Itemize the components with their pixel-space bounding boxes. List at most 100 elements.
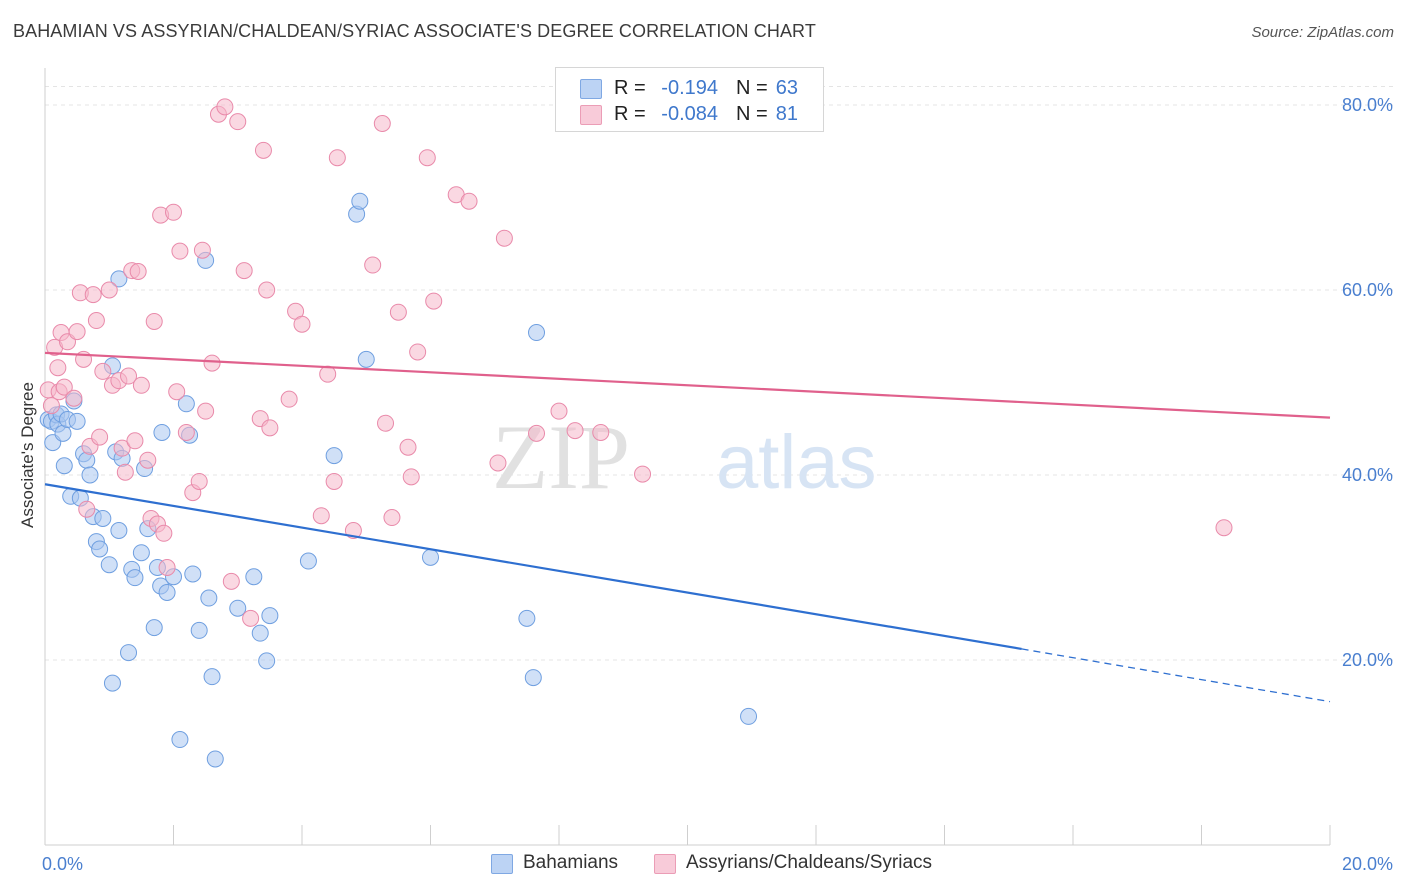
assyrian-point bbox=[113, 439, 131, 457]
assyrian-point bbox=[373, 115, 391, 132]
assyrian-point bbox=[229, 113, 247, 131]
assyrian-point bbox=[364, 256, 382, 274]
assyrian-point bbox=[389, 303, 407, 321]
bahamian-point bbox=[245, 568, 263, 586]
assyrian-point bbox=[460, 192, 478, 210]
legend-n-value: 81 bbox=[775, 103, 798, 125]
bahamian-point bbox=[177, 395, 195, 413]
assyrian-point bbox=[566, 422, 584, 440]
bahamian-point bbox=[524, 669, 542, 687]
legend-r-value: -0.084 bbox=[661, 103, 718, 125]
watermark-zip: ZIP bbox=[492, 406, 630, 508]
chart-title: BAHAMIAN VS ASSYRIAN/CHALDEAN/SYRIAC ASS… bbox=[13, 21, 816, 41]
bahamian-point bbox=[110, 522, 128, 539]
assyrian-point bbox=[254, 141, 272, 159]
assyrian-point bbox=[203, 354, 221, 372]
assyrian-point bbox=[165, 203, 182, 221]
assyrian-point bbox=[261, 419, 279, 437]
assyrian-point bbox=[190, 472, 208, 490]
bahamian-point bbox=[740, 707, 758, 725]
assyrian-point bbox=[132, 376, 150, 394]
y-tick-label: 40.0% bbox=[1342, 465, 1393, 485]
legend-row-assyrians: R = -0.084 N = 81 bbox=[556, 103, 823, 127]
bahamian-point bbox=[145, 619, 163, 637]
bahamian-point bbox=[68, 412, 86, 430]
legend-swatch-assyrians bbox=[580, 105, 602, 125]
assyrian-point bbox=[418, 149, 436, 167]
axes bbox=[44, 68, 1331, 846]
source-credit: Source: ZipAtlas.com bbox=[1251, 24, 1394, 41]
legend-n-label: N = bbox=[736, 103, 768, 125]
bottom-legend-swatch-bahamians bbox=[491, 854, 513, 874]
assyrian-point bbox=[399, 438, 417, 456]
bottom-legend-swatch-assyrians bbox=[654, 854, 676, 874]
bahamian-point bbox=[206, 750, 224, 768]
assyrian-point bbox=[425, 292, 443, 310]
assyrian-point bbox=[120, 367, 138, 385]
assyrian-point bbox=[42, 397, 60, 415]
assyrian-point bbox=[235, 262, 253, 280]
assyrian-point bbox=[293, 315, 311, 333]
assyrian-point bbox=[312, 507, 330, 525]
bahamian-point bbox=[103, 674, 121, 692]
assyrian-point bbox=[197, 402, 215, 420]
assyrian-point bbox=[242, 609, 260, 627]
assyrian-point bbox=[158, 559, 176, 576]
bahamian-point bbox=[203, 668, 221, 686]
bahamian-point bbox=[325, 447, 343, 465]
bahamian-point bbox=[100, 556, 118, 574]
assyrian-point bbox=[68, 323, 86, 341]
assyrian-point bbox=[1215, 519, 1233, 537]
legend-n-label: N = bbox=[736, 77, 768, 99]
bahamian-point bbox=[190, 621, 208, 639]
bahamian-point bbox=[251, 624, 269, 642]
assyrian-point bbox=[592, 423, 610, 441]
assyrian-point bbox=[171, 242, 189, 260]
bahamian-point bbox=[299, 552, 317, 570]
assyrian-point bbox=[126, 432, 144, 450]
legend-swatch-bahamians bbox=[580, 79, 602, 99]
bahamian-point bbox=[229, 599, 247, 617]
assyrian-point bbox=[91, 428, 109, 446]
assyrian-point bbox=[325, 472, 343, 490]
bottom-legend-label: Bahamians bbox=[523, 852, 619, 873]
assyrian-point bbox=[402, 468, 420, 486]
legend-n-value: 63 bbox=[775, 77, 798, 99]
x-tick-label: 20.0% bbox=[1342, 854, 1393, 874]
assyrian-point bbox=[550, 402, 568, 420]
assyrian-point bbox=[55, 378, 73, 396]
stats-legend: R = -0.194 N = 63 R = -0.084 N = 81 bbox=[555, 67, 824, 132]
assyrian-point bbox=[177, 423, 195, 441]
x-tick-labels: 0.0% 20.0% bbox=[42, 854, 1393, 874]
legend-row-bahamians: R = -0.194 N = 63 bbox=[556, 77, 823, 101]
assyrian-point bbox=[49, 359, 67, 377]
bahamian-point bbox=[78, 451, 96, 469]
bahamian-point bbox=[158, 583, 176, 601]
legend-r-value: -0.194 bbox=[661, 77, 718, 99]
assyrian-point bbox=[216, 98, 234, 116]
y-tick-label: 60.0% bbox=[1342, 280, 1393, 300]
bahamian-point bbox=[110, 270, 128, 288]
legend-r-label: R = bbox=[614, 103, 646, 125]
assyrian-point bbox=[78, 500, 96, 518]
y-tick-label: 80.0% bbox=[1342, 95, 1393, 115]
assyrian-point bbox=[168, 383, 186, 401]
bahamian-point bbox=[91, 540, 109, 558]
assyrian-point bbox=[129, 263, 147, 280]
bahamian-point bbox=[528, 324, 546, 342]
y-tick-label: 20.0% bbox=[1342, 650, 1393, 670]
assyrian-point bbox=[65, 389, 83, 407]
watermark: ZIP atlas bbox=[492, 406, 877, 508]
assyrian-point bbox=[280, 390, 298, 408]
bahamian-point bbox=[351, 192, 369, 210]
assyrian-point bbox=[319, 365, 337, 383]
assyrian-point bbox=[377, 414, 395, 432]
assyrian-point bbox=[634, 465, 652, 483]
data-points bbox=[39, 98, 1233, 768]
assyrian-point bbox=[155, 524, 173, 542]
assyrian-point bbox=[145, 312, 163, 330]
bahamian-point bbox=[200, 589, 218, 607]
assyrian-point bbox=[222, 572, 240, 590]
bahamian-point bbox=[132, 544, 150, 562]
